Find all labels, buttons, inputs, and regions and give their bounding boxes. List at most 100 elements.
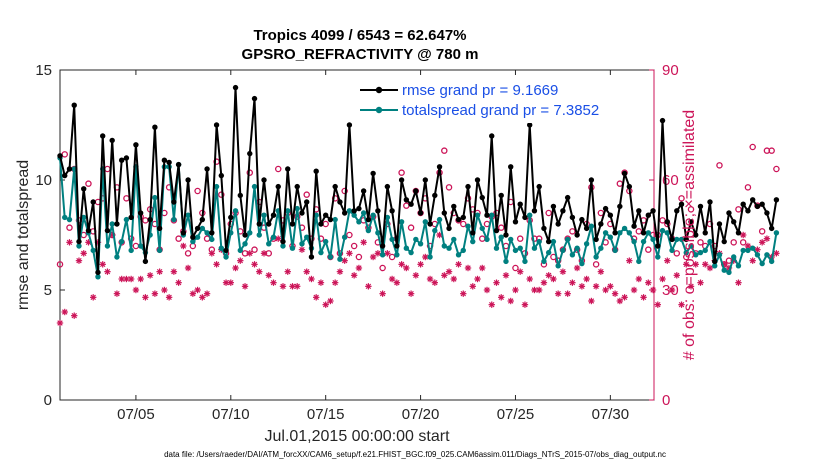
totalspread-point: [583, 241, 590, 247]
rmse-point: [62, 172, 68, 179]
obs-possible-point: [512, 264, 519, 272]
rmse-point: [764, 210, 770, 216]
rmse-point: [631, 223, 637, 229]
totalspread-point: [261, 212, 267, 218]
obs-assimilated-point: [474, 275, 481, 283]
rmse-point: [232, 84, 239, 91]
totalspread-point: [213, 183, 220, 190]
obs-assimilated-point: [189, 290, 197, 297]
rmse-point: [123, 155, 130, 161]
totalspread-point: [735, 263, 742, 269]
y-tick-label: 0: [44, 392, 52, 409]
obs-assimilated-point: [303, 268, 310, 275]
totalspread-point: [612, 247, 618, 254]
totalspread-point: [304, 234, 310, 240]
obs-assimilated-point: [237, 257, 244, 264]
totalspread-point: [128, 247, 134, 254]
rmse-point: [441, 210, 447, 216]
obs-assimilated-point: [170, 268, 178, 275]
obs-assimilated-point: [284, 268, 291, 275]
rmse-point: [754, 203, 761, 210]
rmse-point: [593, 236, 599, 243]
obs-assimilated-point: [739, 231, 747, 239]
totalspread-point: [109, 221, 115, 227]
obs-assimilated-point: [744, 242, 752, 250]
obs-assimilated-point: [649, 286, 657, 294]
rmse-point: [659, 117, 666, 124]
totalspread-point: [465, 223, 471, 229]
obs-assimilated-point: [450, 275, 457, 283]
rmse-point: [204, 166, 210, 172]
rmse-point: [417, 210, 424, 216]
obs-assimilated-point: [554, 290, 562, 297]
obs-assimilated-point: [346, 250, 353, 257]
rmse-point: [294, 183, 300, 190]
y-axis-label: rmse and totalspread: [15, 160, 32, 310]
totalspread-point: [669, 247, 675, 254]
rmse-point: [356, 205, 362, 212]
rmse-point: [389, 208, 395, 214]
totalspread-point: [356, 219, 362, 225]
obs-assimilated-point: [156, 268, 163, 275]
rmse-point: [327, 216, 334, 223]
obs-assimilated-point: [75, 257, 83, 264]
y2-tick-label: 90: [662, 62, 679, 79]
obs-assimilated-point: [180, 242, 187, 250]
obs-assimilated-point: [483, 286, 491, 294]
rmse-point: [275, 183, 281, 190]
rmse-point: [740, 201, 746, 207]
obs-assimilated-point: [241, 283, 249, 290]
obs-assimilated-point: [758, 239, 766, 246]
totalspread-point: [332, 216, 338, 223]
y-tick-label: 15: [35, 62, 52, 79]
obs-assimilated-point: [151, 290, 159, 297]
rmse-point: [242, 232, 248, 238]
obs-assimilated-point: [588, 297, 595, 305]
rmse-point: [194, 225, 201, 232]
rmse-point: [465, 183, 471, 190]
obs-assimilated-point: [227, 279, 234, 286]
obs-assimilated-point: [90, 294, 97, 301]
obs-assimilated-point: [127, 275, 135, 283]
legend-rmse-marker: [375, 86, 383, 94]
totalspread-point: [664, 230, 670, 236]
totalspread-point: [579, 260, 585, 267]
obs-assimilated-point: [341, 257, 348, 264]
totalspread-point: [209, 236, 215, 243]
rmse-point: [697, 203, 704, 210]
rmse-point: [171, 199, 177, 205]
rmse-point: [550, 203, 557, 210]
totalspread-point: [327, 254, 334, 260]
totalspread-point: [81, 214, 87, 221]
rmse-point: [674, 208, 680, 214]
rmse-point: [484, 212, 490, 218]
obs-assimilated-point: [265, 272, 272, 279]
obs-assimilated-point: [578, 283, 586, 290]
obs-assimilated-point: [526, 275, 533, 283]
totalspread-point: [318, 249, 324, 256]
totalspread-point: [731, 254, 737, 260]
totalspread-point: [341, 234, 348, 240]
obs-assimilated-point: [379, 290, 386, 297]
totalspread-point: [498, 234, 504, 240]
obs-possible-point: [56, 261, 64, 268]
obs-assimilated-point: [113, 290, 121, 297]
obs-assimilated-point: [393, 279, 401, 286]
rmse-point: [427, 221, 433, 227]
totalspread-point: [526, 212, 533, 218]
rmse-point: [446, 225, 452, 232]
totalspread-point: [536, 238, 542, 245]
totalspread-point: [697, 249, 704, 256]
totalspread-point: [517, 245, 523, 251]
obs-possible-point: [678, 195, 685, 202]
rmse-point: [398, 177, 405, 183]
rmse-point: [304, 199, 310, 205]
rmse-point: [702, 230, 708, 236]
rmse-point: [541, 225, 547, 232]
rmse-point: [470, 230, 476, 236]
totalspread-point: [754, 252, 761, 258]
totalspread-point: [602, 230, 609, 236]
rmse-point: [731, 219, 737, 225]
totalspread-point: [218, 245, 225, 251]
